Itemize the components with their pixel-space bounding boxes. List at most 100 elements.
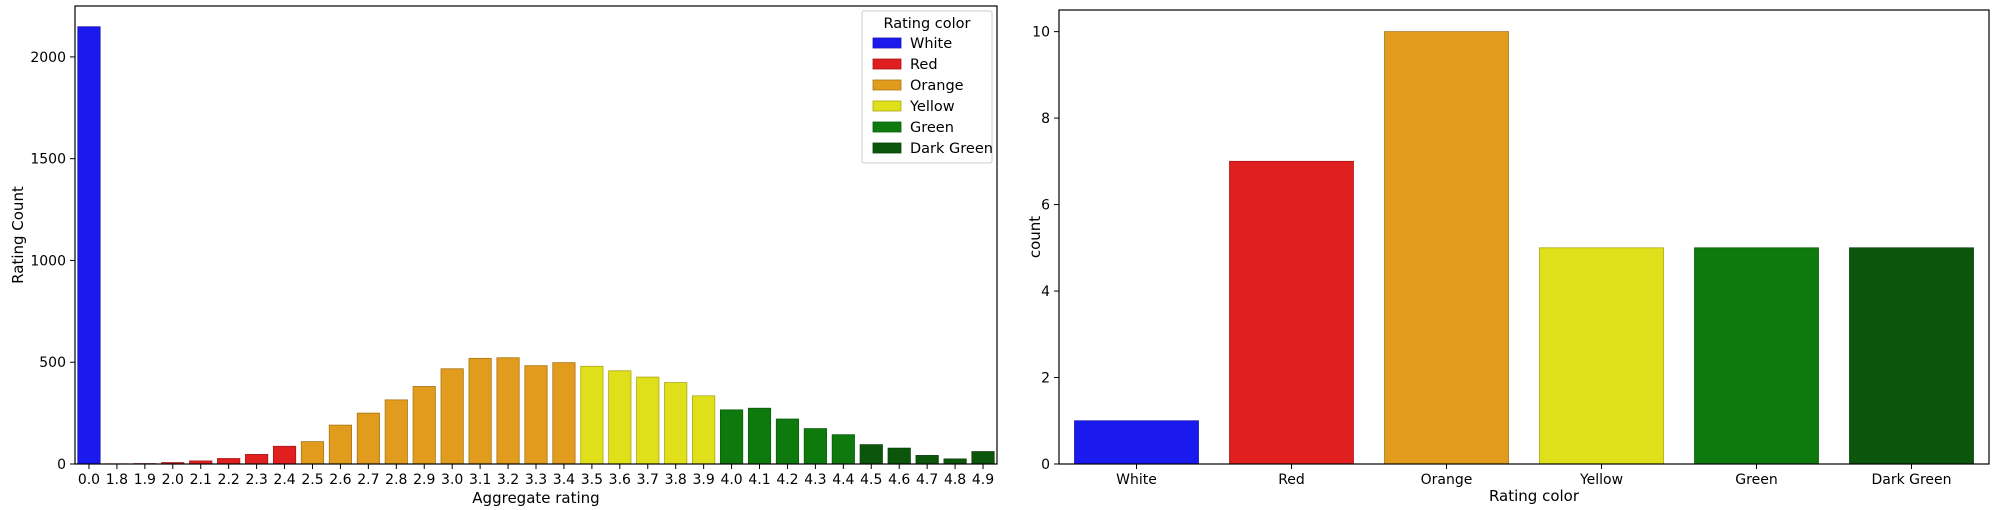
bar-4-2 [775, 418, 800, 465]
y-tick-label: 10 [1032, 25, 1050, 41]
bar-3-2 [496, 357, 520, 465]
bar-3-1 [468, 357, 492, 465]
bar-2-3 [245, 454, 269, 465]
x-tick-label: Yellow [1579, 472, 1623, 488]
chart1-y-ticks: 0 500 1000 1500 2000 [30, 50, 75, 473]
bar-4-1 [747, 407, 772, 465]
bar-2-8 [384, 399, 408, 465]
legend-swatch-green [872, 121, 902, 133]
chart1-bars [77, 26, 995, 465]
bar-4-4 [831, 434, 855, 465]
x-tick-label: 0.0 [78, 472, 100, 488]
x-tick-label: Red [1278, 472, 1305, 488]
bar-3-5 [580, 365, 604, 465]
legend-label-white: White [910, 36, 952, 52]
x-tick-label: 2.1 [190, 472, 212, 488]
chart1-x-axis-label: Aggregate rating [472, 489, 599, 507]
x-tick-label: 1.9 [134, 472, 156, 488]
x-tick-label: 4.2 [776, 472, 798, 488]
x-tick-label: 4.7 [916, 472, 938, 488]
bar-4-5 [859, 444, 883, 465]
y-tick-label: 0 [57, 457, 66, 473]
y-tick-label: 4 [1041, 284, 1050, 300]
bar-2-5 [300, 441, 325, 465]
bar-3-3 [524, 365, 548, 465]
bar-4-0 [720, 409, 744, 465]
y-tick-label: 500 [39, 355, 66, 371]
x-tick-label: 4.3 [804, 472, 826, 488]
bar-4-7 [915, 455, 939, 465]
bar-dark-green [1849, 247, 1974, 465]
chart1-x-ticks: 0.0 1.8 1.9 2.0 2.1 2.2 2.3 2.4 2.5 2.6 2.7 2.8 2.9 3… [78, 464, 994, 488]
x-tick-label: 3.7 [637, 472, 659, 488]
legend-title: Rating color [883, 16, 970, 32]
rating-color-count-chart: White Red Orange Yellow Green Dark Green 0 2 4 6… [1026, 9, 1990, 505]
chart1-legend: Rating color White Red Orange Yellow Green Da… [861, 10, 993, 164]
x-tick-label: 3.5 [581, 472, 603, 488]
x-tick-label: 2.2 [218, 472, 240, 488]
legend-swatch-orange [872, 79, 902, 91]
x-tick-label: 3.6 [609, 472, 631, 488]
x-tick-label: 3.9 [693, 472, 715, 488]
y-tick-label: 2000 [30, 50, 66, 66]
bar-4-9 [971, 451, 995, 465]
legend-entries: White Red Orange Yellow Green Dark Green [872, 36, 993, 157]
bar-2-2 [217, 458, 241, 465]
x-tick-label: 4.6 [888, 472, 910, 488]
aggregate-rating-chart: 0.0 1.8 1.9 2.0 2.1 2.2 2.3 2.4 2.5 2.6 2.7 2.8 2.9 3… [9, 5, 998, 507]
y-tick-label: 0 [1041, 457, 1050, 473]
bar-4-8 [943, 458, 967, 465]
bar-green [1694, 247, 1819, 465]
legend-label-dark-green: Dark Green [910, 141, 993, 157]
bar-3-7 [636, 376, 660, 465]
x-tick-label: 3.1 [469, 472, 491, 488]
x-tick-label: 4.5 [860, 472, 882, 488]
x-tick-label: Dark Green [1871, 472, 1951, 488]
x-tick-label: 3.4 [553, 472, 575, 488]
chart2-bars [1074, 31, 1974, 465]
legend-swatch-dark-green [872, 142, 902, 154]
bar-3-8 [664, 382, 688, 465]
x-tick-label: 3.2 [497, 472, 519, 488]
x-tick-label: 2.8 [385, 472, 407, 488]
bar-3-0 [440, 368, 464, 465]
x-tick-label: 2.0 [162, 472, 184, 488]
bar-white [1074, 420, 1199, 465]
chart2-x-axis-label: Rating color [1489, 487, 1580, 505]
y-tick-label: 2 [1041, 371, 1050, 387]
bar-3-6 [608, 370, 632, 465]
bar-yellow [1539, 247, 1664, 465]
x-tick-label: 1.8 [106, 472, 128, 488]
x-tick-label: 3.0 [441, 472, 463, 488]
x-tick-label: 4.8 [944, 472, 966, 488]
x-tick-label: 2.3 [245, 472, 267, 488]
x-tick-label: 2.5 [301, 472, 323, 488]
bar-2-6 [328, 424, 353, 465]
chart1-y-axis-label: Rating Count [9, 186, 27, 284]
x-tick-label: 4.9 [972, 472, 994, 488]
chart2-plot-frame [1058, 9, 1990, 465]
bar-3-9 [692, 395, 716, 465]
y-tick-label: 1500 [30, 152, 66, 168]
x-tick-label: White [1116, 472, 1157, 488]
x-tick-label: 2.7 [357, 472, 379, 488]
bar-2-7 [356, 412, 380, 465]
x-tick-label: 4.0 [720, 472, 742, 488]
x-tick-label: 3.8 [665, 472, 687, 488]
legend-label-green: Green [910, 120, 954, 136]
y-tick-label: 1000 [30, 253, 66, 269]
bar-3-4 [552, 362, 576, 465]
legend-label-orange: Orange [910, 78, 964, 94]
bar-0-0 [77, 26, 101, 465]
y-tick-label: 8 [1041, 111, 1050, 127]
legend-label-red: Red [910, 57, 938, 73]
bar-4-6 [887, 447, 911, 465]
chart2-y-axis-label: count [1026, 216, 1044, 258]
legend-swatch-red [872, 58, 902, 70]
bar-4-3 [803, 428, 827, 465]
legend-swatch-yellow [872, 100, 902, 112]
chart2-y-ticks: 0 2 4 6 8 10 [1032, 25, 1059, 473]
x-tick-label: 2.4 [273, 472, 295, 488]
x-tick-label: 3.3 [525, 472, 547, 488]
